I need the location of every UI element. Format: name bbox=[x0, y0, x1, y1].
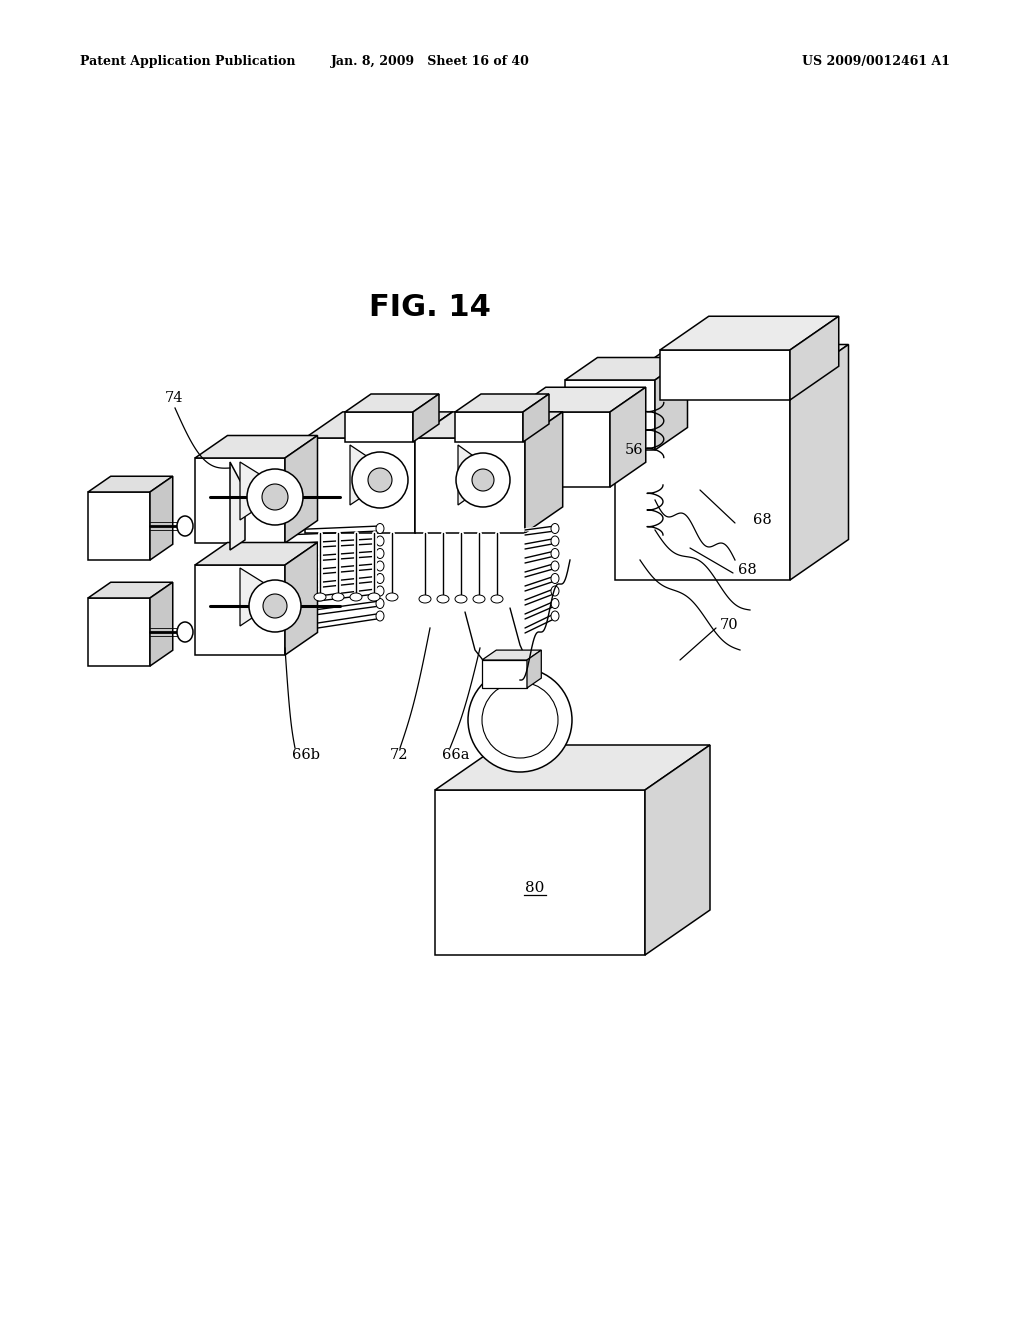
Polygon shape bbox=[660, 350, 790, 400]
Text: 74: 74 bbox=[165, 391, 183, 405]
Ellipse shape bbox=[352, 451, 408, 508]
Polygon shape bbox=[305, 438, 415, 533]
Ellipse shape bbox=[551, 561, 559, 572]
Ellipse shape bbox=[376, 549, 384, 558]
Ellipse shape bbox=[376, 573, 384, 583]
Polygon shape bbox=[195, 458, 285, 543]
Text: Patent Application Publication: Patent Application Publication bbox=[80, 55, 296, 69]
Polygon shape bbox=[88, 598, 150, 667]
Ellipse shape bbox=[551, 573, 559, 583]
Ellipse shape bbox=[551, 611, 559, 620]
Text: 56: 56 bbox=[625, 444, 644, 457]
Polygon shape bbox=[527, 651, 542, 688]
Polygon shape bbox=[195, 565, 285, 655]
Polygon shape bbox=[413, 393, 439, 442]
Polygon shape bbox=[523, 393, 549, 442]
Polygon shape bbox=[615, 385, 790, 579]
Ellipse shape bbox=[376, 611, 384, 620]
Polygon shape bbox=[88, 492, 150, 560]
Polygon shape bbox=[525, 412, 563, 533]
Ellipse shape bbox=[249, 579, 301, 632]
Polygon shape bbox=[455, 412, 523, 442]
Polygon shape bbox=[415, 438, 525, 533]
Polygon shape bbox=[565, 380, 655, 450]
Polygon shape bbox=[565, 358, 687, 380]
Ellipse shape bbox=[482, 682, 558, 758]
Ellipse shape bbox=[247, 469, 303, 525]
Text: FIG. 14: FIG. 14 bbox=[369, 293, 490, 322]
Polygon shape bbox=[645, 744, 710, 954]
Ellipse shape bbox=[332, 593, 344, 601]
Ellipse shape bbox=[551, 586, 559, 597]
Polygon shape bbox=[655, 358, 687, 450]
Ellipse shape bbox=[314, 593, 326, 601]
Polygon shape bbox=[195, 436, 317, 458]
Polygon shape bbox=[150, 477, 173, 560]
Polygon shape bbox=[230, 462, 245, 550]
Polygon shape bbox=[482, 651, 542, 660]
Ellipse shape bbox=[177, 516, 193, 536]
Ellipse shape bbox=[468, 668, 572, 772]
Ellipse shape bbox=[551, 549, 559, 558]
Polygon shape bbox=[88, 477, 173, 492]
Polygon shape bbox=[790, 317, 839, 400]
Polygon shape bbox=[615, 345, 849, 385]
Polygon shape bbox=[660, 317, 839, 350]
Ellipse shape bbox=[386, 593, 398, 601]
Text: US 2009/0012461 A1: US 2009/0012461 A1 bbox=[802, 55, 950, 69]
Polygon shape bbox=[458, 445, 500, 506]
Text: 80: 80 bbox=[525, 880, 545, 895]
Polygon shape bbox=[195, 543, 317, 565]
Polygon shape bbox=[435, 744, 710, 789]
Text: 66a: 66a bbox=[442, 748, 469, 762]
Text: 66b: 66b bbox=[292, 748, 319, 762]
Text: 68: 68 bbox=[738, 564, 757, 577]
Polygon shape bbox=[610, 387, 646, 487]
Polygon shape bbox=[415, 412, 453, 533]
Ellipse shape bbox=[376, 536, 384, 546]
Ellipse shape bbox=[376, 598, 384, 609]
Polygon shape bbox=[285, 436, 317, 543]
Polygon shape bbox=[455, 393, 549, 412]
Polygon shape bbox=[305, 412, 453, 438]
Ellipse shape bbox=[376, 586, 384, 597]
Ellipse shape bbox=[551, 598, 559, 609]
Polygon shape bbox=[345, 393, 439, 412]
Polygon shape bbox=[88, 582, 173, 598]
Polygon shape bbox=[510, 387, 646, 412]
Ellipse shape bbox=[551, 524, 559, 533]
Polygon shape bbox=[510, 412, 610, 487]
Text: 72: 72 bbox=[390, 748, 409, 762]
Polygon shape bbox=[150, 582, 173, 667]
Text: 70: 70 bbox=[720, 618, 738, 632]
Polygon shape bbox=[350, 445, 395, 506]
Text: Jan. 8, 2009   Sheet 16 of 40: Jan. 8, 2009 Sheet 16 of 40 bbox=[331, 55, 529, 69]
Polygon shape bbox=[240, 568, 285, 626]
Ellipse shape bbox=[262, 484, 288, 510]
Ellipse shape bbox=[376, 561, 384, 572]
Ellipse shape bbox=[368, 469, 392, 492]
Ellipse shape bbox=[456, 453, 510, 507]
Polygon shape bbox=[790, 345, 849, 579]
Polygon shape bbox=[482, 660, 527, 688]
Ellipse shape bbox=[368, 593, 380, 601]
Ellipse shape bbox=[473, 595, 485, 603]
Ellipse shape bbox=[419, 595, 431, 603]
Ellipse shape bbox=[490, 595, 503, 603]
Polygon shape bbox=[285, 543, 317, 655]
Ellipse shape bbox=[437, 595, 449, 603]
Text: 68: 68 bbox=[753, 513, 772, 527]
Ellipse shape bbox=[472, 469, 494, 491]
Ellipse shape bbox=[263, 594, 287, 618]
Ellipse shape bbox=[376, 524, 384, 533]
Polygon shape bbox=[415, 412, 563, 438]
Ellipse shape bbox=[177, 622, 193, 642]
Polygon shape bbox=[240, 462, 285, 520]
Ellipse shape bbox=[455, 595, 467, 603]
Ellipse shape bbox=[350, 593, 362, 601]
Polygon shape bbox=[345, 412, 413, 442]
Ellipse shape bbox=[551, 536, 559, 546]
Polygon shape bbox=[435, 789, 645, 954]
